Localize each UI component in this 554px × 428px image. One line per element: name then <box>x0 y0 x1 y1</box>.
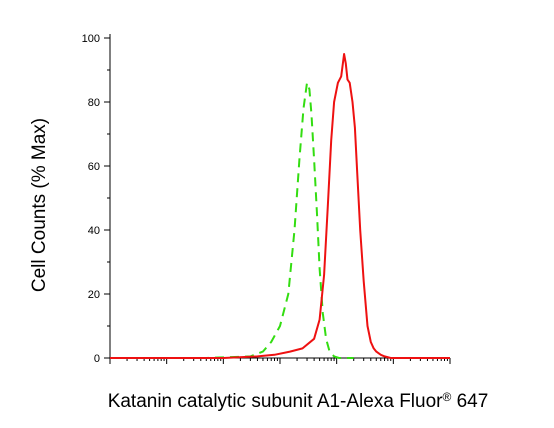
series-line-dashed <box>110 81 354 359</box>
y-axis-ticks: 0 20 40 60 80 100 <box>82 33 110 365</box>
x-axis-label-suffix: 647 <box>451 391 488 412</box>
series-group <box>110 53 450 359</box>
x-axis-label-superscript: ® <box>442 390 451 404</box>
y-tick-label: 100 <box>82 33 100 45</box>
y-tick-label: 0 <box>94 353 100 365</box>
x-axis-label-main: Katanin catalytic subunit A1-Alexa Fluor <box>108 391 443 412</box>
y-tick-label: 20 <box>88 289 100 301</box>
y-tick-label: 80 <box>88 97 100 109</box>
series-line-solid <box>110 53 450 359</box>
y-axis-label: Cell Counts (% Max) <box>29 118 50 292</box>
y-tick-label: 60 <box>88 161 100 173</box>
y-tick-label: 40 <box>88 225 100 237</box>
axes <box>109 34 450 359</box>
x-axis-label: Katanin catalytic subunit A1-Alexa Fluor… <box>108 390 489 412</box>
